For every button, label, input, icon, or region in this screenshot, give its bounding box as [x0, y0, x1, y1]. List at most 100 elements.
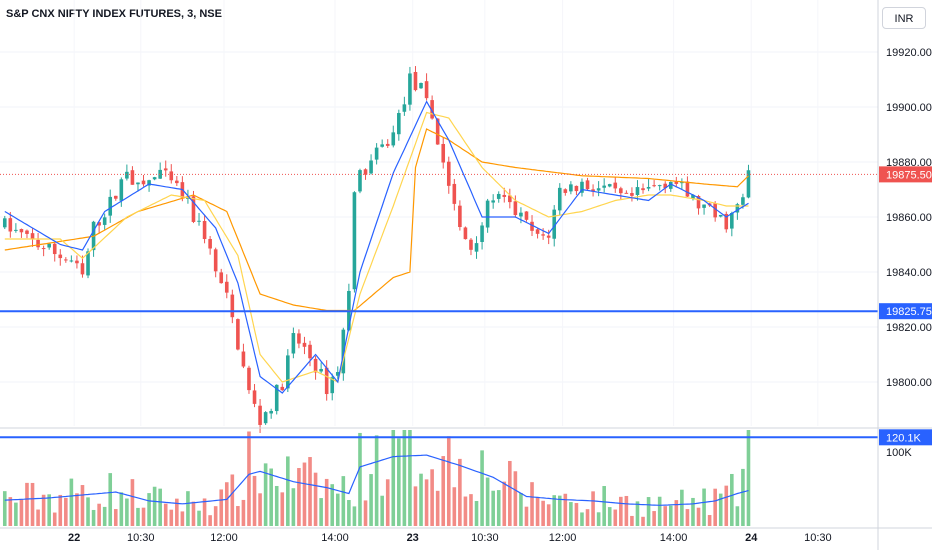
- candle-body: [491, 200, 495, 203]
- volume-bar: [41, 494, 46, 526]
- price-tick-label: 19880.00: [886, 157, 932, 169]
- volume-bar: [236, 506, 240, 526]
- volume-bar: [446, 436, 451, 526]
- volume-bar: [730, 473, 734, 526]
- candle-body: [724, 213, 729, 230]
- candle-body: [269, 410, 273, 414]
- candle-body: [191, 196, 196, 222]
- candle-body: [480, 225, 484, 242]
- volume-bar: [302, 462, 307, 526]
- volume-bar: [441, 456, 446, 526]
- volume-bar: [247, 431, 251, 526]
- candle-body: [224, 281, 229, 293]
- volume-bar: [119, 492, 124, 526]
- candle-body: [385, 143, 390, 146]
- volume-bar: [219, 489, 224, 526]
- candle-body: [674, 181, 679, 184]
- candle-body: [175, 180, 179, 184]
- time-tick-label: 10:30: [804, 532, 832, 544]
- candle-body: [258, 405, 262, 425]
- candle-body: [169, 171, 174, 181]
- volume-bar: [524, 506, 529, 526]
- candle-body: [424, 81, 429, 99]
- candle-body: [563, 189, 568, 193]
- volume-bar: [158, 488, 162, 526]
- volume-bar: [202, 498, 207, 526]
- volume-bar: [330, 484, 335, 526]
- price-tick-label: 19900.00: [886, 102, 932, 114]
- volume-bar: [286, 456, 290, 526]
- candle-body: [197, 220, 201, 222]
- currency-button[interactable]: INR: [882, 7, 926, 29]
- candle-body: [119, 179, 124, 201]
- candle-body: [274, 384, 279, 412]
- candle-body: [252, 390, 257, 404]
- volume-bar: [380, 495, 384, 526]
- volume-bar: [557, 495, 562, 526]
- volume-bar: [97, 503, 101, 526]
- volume-bar: [508, 460, 512, 526]
- candles: [2, 66, 751, 433]
- volume-bar: [224, 482, 229, 526]
- volume-ma-line: [4, 454, 749, 506]
- volume-bar: [163, 503, 168, 526]
- candle-body: [419, 82, 423, 89]
- volume-bar: [180, 511, 185, 526]
- candle-body: [374, 147, 379, 160]
- volume-bar: [513, 471, 518, 526]
- volume-bar: [358, 432, 362, 526]
- candle-body: [402, 104, 407, 112]
- volume-bar: [36, 509, 40, 526]
- candle-body: [19, 229, 24, 233]
- volume-bar: [397, 438, 401, 526]
- volume-bar: [341, 476, 346, 526]
- candle-body: [580, 181, 584, 193]
- candle-body: [458, 205, 462, 228]
- candle-body: [646, 186, 651, 189]
- volume-bar: [702, 488, 706, 526]
- candle-body: [108, 196, 113, 216]
- candle-body: [30, 233, 35, 240]
- candle-body: [685, 181, 690, 197]
- volume-bar: [741, 468, 745, 526]
- volume-bar: [691, 497, 695, 526]
- volume-bar: [585, 509, 590, 526]
- level-tag-label: 120.1K: [886, 432, 922, 444]
- candle-body: [730, 212, 734, 229]
- volume-bar: [707, 515, 712, 526]
- volume-bar: [402, 430, 407, 526]
- candle-body: [619, 188, 623, 194]
- volume-bar: [469, 494, 473, 526]
- volume-bar: [430, 469, 434, 526]
- candle-body: [452, 183, 457, 204]
- volume-bar: [197, 510, 201, 526]
- volume-bar: [408, 430, 412, 526]
- volume-bar: [152, 486, 157, 526]
- candle-body: [607, 184, 612, 187]
- horizontal-levels[interactable]: [0, 173, 878, 439]
- candle-body: [186, 197, 190, 199]
- volume-bar: [269, 468, 273, 526]
- candle-body: [602, 185, 606, 188]
- volume-bar: [458, 458, 462, 526]
- candle-body: [569, 184, 573, 192]
- volume-bar: [252, 475, 257, 526]
- volume-bar: [324, 478, 329, 526]
- candle-body: [391, 132, 396, 146]
- candle-body: [25, 230, 29, 234]
- volume-bar: [230, 474, 235, 526]
- candle-body: [64, 259, 68, 261]
- volume-bar: [674, 500, 679, 526]
- volume-bar: [657, 496, 662, 526]
- candle-body: [280, 386, 285, 391]
- candle-body: [380, 144, 384, 147]
- candle-body: [69, 260, 74, 262]
- candle-body: [263, 412, 268, 424]
- candle-body: [97, 222, 101, 226]
- candle-body: [591, 189, 595, 192]
- volume-bar: [241, 499, 246, 526]
- candle-body: [446, 161, 451, 186]
- candle-body: [236, 319, 240, 350]
